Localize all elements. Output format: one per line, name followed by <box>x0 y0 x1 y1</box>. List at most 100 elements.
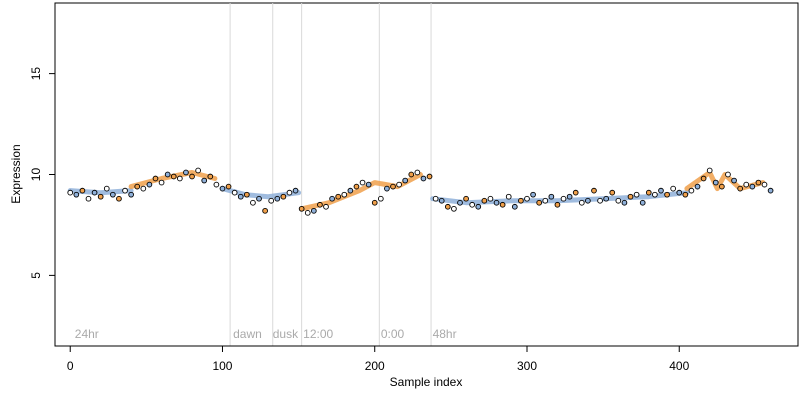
data-point <box>140 185 147 192</box>
data-point <box>384 185 390 192</box>
data-point <box>164 171 171 178</box>
trend-line <box>67 188 134 196</box>
data-point <box>237 193 244 200</box>
annotation-label: 12:00 <box>303 327 333 341</box>
data-point <box>116 195 122 202</box>
data-point <box>457 199 463 206</box>
data-point <box>645 189 652 196</box>
data-point <box>469 201 476 208</box>
data-point <box>444 203 451 210</box>
data-point <box>146 181 153 188</box>
annotation-label: 48hr <box>433 327 457 341</box>
data-point <box>414 169 421 176</box>
data-point <box>329 195 335 202</box>
data-point <box>706 167 713 174</box>
data-point <box>365 181 372 188</box>
data-point <box>256 195 262 202</box>
data-point <box>432 195 439 202</box>
data-point <box>67 189 74 196</box>
data-point <box>231 189 238 196</box>
data-point <box>128 191 134 198</box>
data-point <box>658 187 664 194</box>
data-point <box>548 193 555 200</box>
data-point <box>554 201 561 208</box>
data-point <box>493 199 500 206</box>
y-axis: 5 10 15 <box>29 67 56 279</box>
data-point <box>426 173 433 180</box>
x-tick-label: 200 <box>365 359 385 373</box>
data-point <box>737 185 743 192</box>
data-point <box>536 199 543 206</box>
x-tick-label: 400 <box>669 359 689 373</box>
data-point <box>603 195 610 202</box>
data-point <box>207 173 214 180</box>
data-point <box>347 187 354 194</box>
data-point <box>761 181 768 188</box>
trend-line <box>430 190 690 206</box>
data-point <box>572 189 579 196</box>
y-tick-label: 10 <box>29 168 43 182</box>
data-point <box>85 195 92 202</box>
data-point <box>578 199 585 206</box>
data-point <box>621 199 628 206</box>
data-point <box>262 207 268 214</box>
data-point <box>627 193 634 200</box>
data-point <box>633 191 640 198</box>
data-point <box>298 205 305 212</box>
data-points <box>67 167 774 216</box>
data-point <box>402 177 409 184</box>
data-point <box>420 175 427 182</box>
data-point <box>499 201 506 208</box>
x-tick-label: 0 <box>67 359 74 373</box>
data-point <box>110 191 116 198</box>
data-point <box>542 197 549 204</box>
data-point <box>170 173 177 180</box>
y-tick-label: 15 <box>29 67 43 81</box>
data-point <box>688 187 695 194</box>
data-point <box>712 179 719 186</box>
trend-line <box>128 170 218 190</box>
divider-lines <box>229 3 432 346</box>
data-point <box>310 207 317 214</box>
data-point <box>664 191 670 198</box>
data-point <box>639 199 646 206</box>
annotation-label: 24hr <box>75 327 99 341</box>
data-point <box>670 185 677 192</box>
data-point <box>225 183 232 190</box>
data-point <box>134 183 141 190</box>
x-tick-label: 100 <box>212 359 232 373</box>
data-point <box>609 189 616 196</box>
data-point <box>176 175 183 182</box>
y-tick-label: 5 <box>29 272 43 279</box>
annotation-label: 0:00 <box>381 327 405 341</box>
data-point <box>152 175 159 182</box>
data-point <box>359 179 366 186</box>
data-point <box>268 197 275 204</box>
data-point <box>122 187 128 194</box>
data-point <box>158 179 165 186</box>
data-point <box>682 191 689 198</box>
annotation-labels: 24hr dawn dusk 12:00 0:00 48hr <box>75 327 457 341</box>
data-point <box>560 195 567 202</box>
y-axis-title: Expression <box>9 144 23 203</box>
data-point <box>767 187 774 194</box>
annotation-label: dusk <box>273 327 299 341</box>
data-point <box>725 171 731 178</box>
data-point <box>304 209 311 216</box>
data-point <box>597 197 603 204</box>
data-point <box>73 191 80 198</box>
data-point <box>755 179 762 186</box>
data-point <box>518 197 524 204</box>
data-point <box>749 183 756 190</box>
data-point <box>91 189 98 196</box>
data-point <box>511 203 518 210</box>
data-point <box>451 205 457 212</box>
data-point <box>317 201 323 208</box>
data-point <box>463 195 469 202</box>
data-point <box>591 187 597 194</box>
data-point <box>408 171 415 178</box>
data-point <box>97 193 104 200</box>
data-point <box>250 199 256 206</box>
